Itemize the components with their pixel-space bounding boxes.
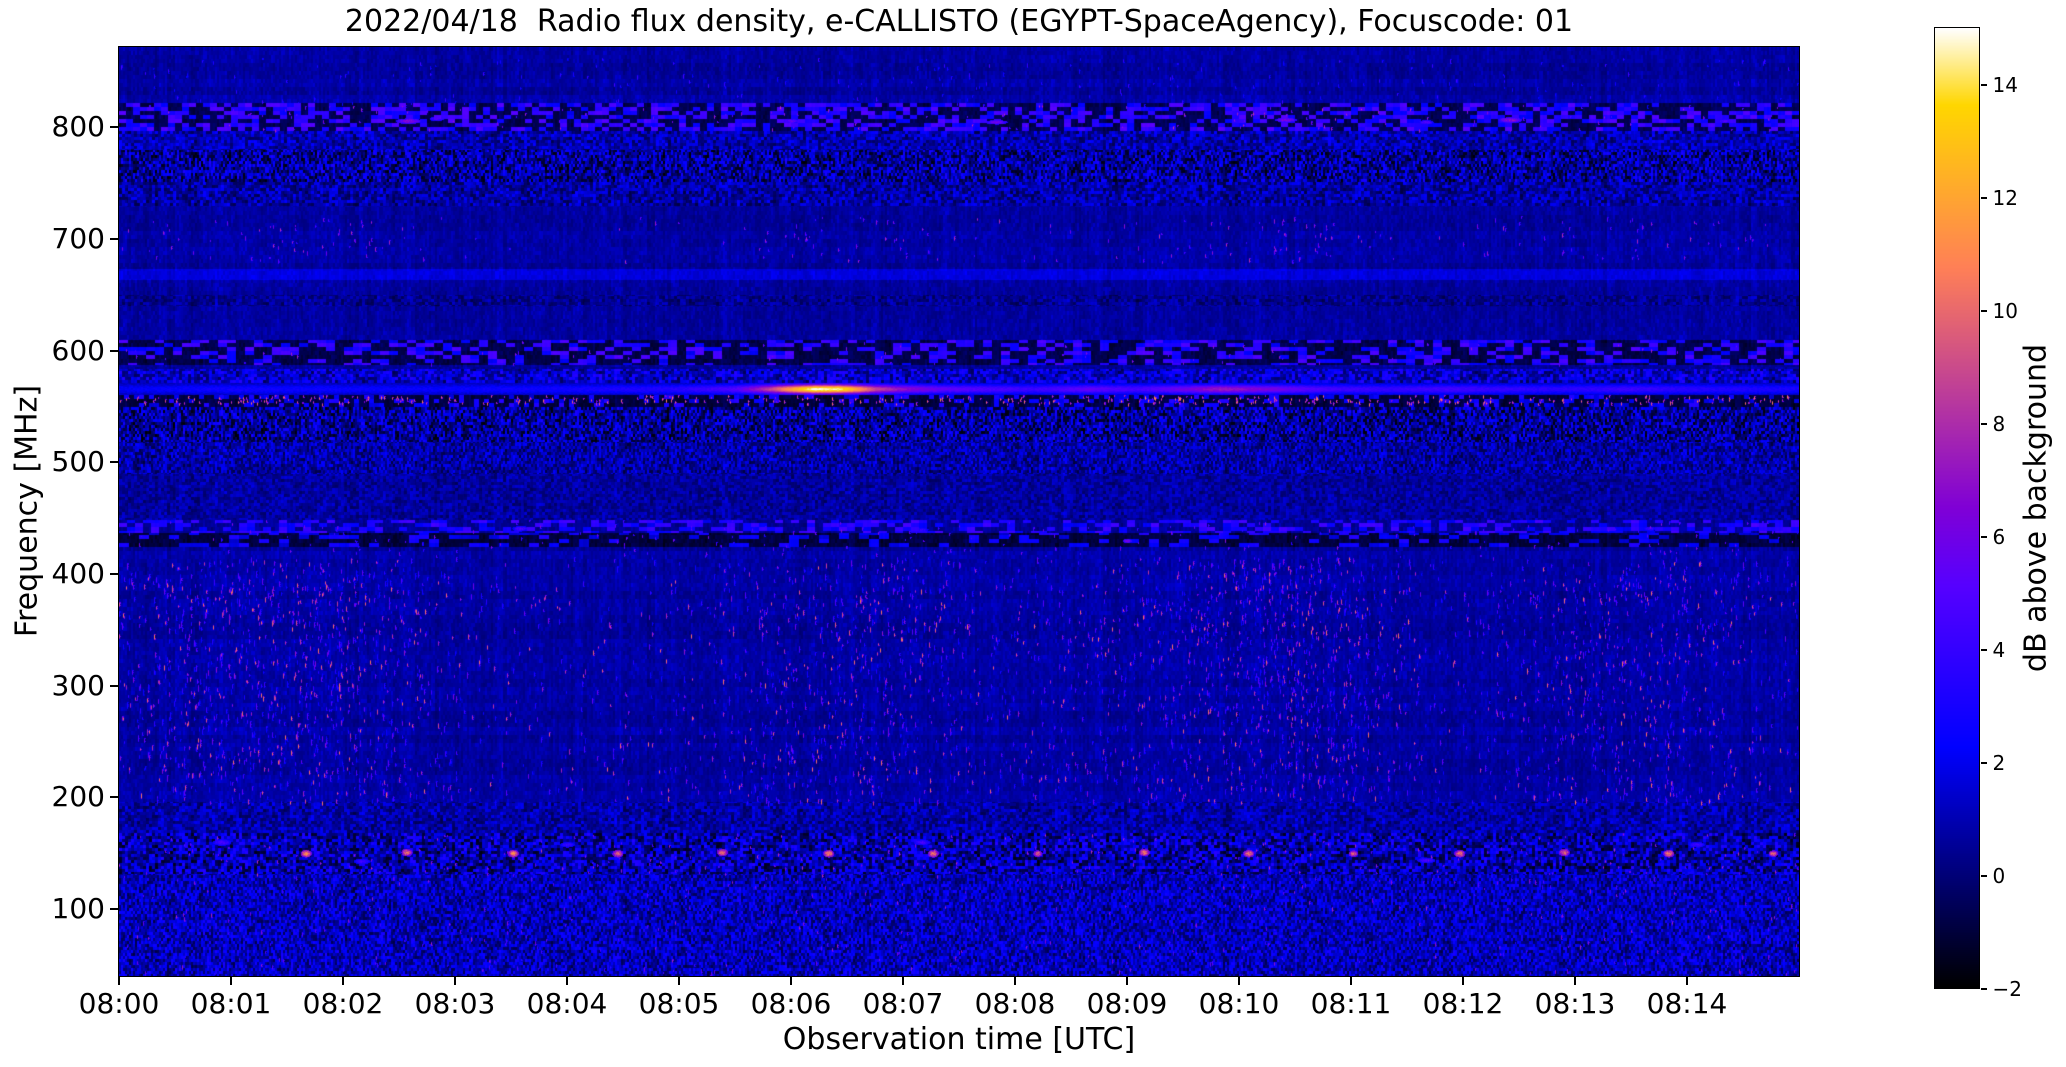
colorbar-tick (1981, 83, 1987, 86)
x-tick (1350, 977, 1352, 985)
x-tick-label: 08:00 (78, 987, 160, 1020)
x-tick (342, 977, 344, 985)
colorbar-tick-label: 14 (1992, 72, 2018, 97)
x-tick-label: 08:06 (750, 987, 832, 1020)
colorbar-tick (1981, 761, 1987, 764)
x-tick-label: 08:13 (1534, 987, 1616, 1020)
x-tick-label: 08:11 (1310, 987, 1392, 1020)
colorbar-tick-label: 0 (1992, 863, 2006, 888)
colorbar-tick-label: 4 (1992, 637, 2006, 662)
colorbar-label: dB above background (2018, 343, 2054, 673)
y-tick (110, 573, 118, 576)
colorbar-gradient-canvas (1935, 28, 1979, 988)
colorbar-tick (1981, 309, 1987, 312)
y-tick (110, 796, 118, 799)
x-tick (1686, 977, 1688, 985)
y-tick-label: 400 (51, 557, 105, 591)
y-tick-label: 600 (51, 333, 105, 367)
y-tick (110, 126, 118, 129)
y-tick (110, 461, 118, 464)
x-tick-label: 08:12 (1422, 987, 1504, 1020)
colorbar-tick (1981, 987, 1987, 990)
x-axis-label: Observation time [UTC] (782, 1022, 1136, 1057)
x-tick-label: 08:02 (302, 987, 384, 1020)
x-tick-label: 08:14 (1646, 987, 1728, 1020)
x-tick (230, 977, 232, 985)
y-tick (110, 908, 118, 910)
spectrogram-canvas (119, 47, 1799, 976)
x-tick (118, 977, 120, 985)
x-tick-label: 08:03 (414, 987, 496, 1020)
x-tick (790, 977, 792, 985)
y-tick-label: 200 (51, 780, 105, 814)
colorbar-tick-label: 2 (1992, 750, 2006, 775)
y-tick-label: 500 (51, 445, 105, 479)
y-tick (110, 349, 118, 352)
y-tick (110, 238, 118, 241)
x-tick (1238, 977, 1240, 985)
colorbar-tick (1981, 422, 1987, 425)
x-tick-label: 08:01 (190, 987, 272, 1020)
y-tick-label: 300 (51, 668, 105, 702)
colorbar-tick (1981, 648, 1987, 651)
colorbar-tick-label: 6 (1992, 524, 2006, 549)
colorbar-tick-label: 12 (1992, 185, 2018, 210)
x-tick (454, 977, 456, 985)
x-tick-label: 08:04 (526, 987, 608, 1020)
y-tick-label: 700 (51, 222, 105, 256)
x-tick (1126, 977, 1128, 985)
colorbar-tick-label: 8 (1992, 411, 2006, 436)
x-tick (1014, 977, 1016, 985)
x-tick (902, 977, 904, 985)
y-tick-label: 800 (51, 110, 105, 144)
x-tick (1574, 977, 1576, 985)
y-axis-label: Frequency [MHz] (9, 384, 45, 638)
colorbar-tick (1981, 874, 1987, 877)
x-tick (566, 977, 568, 985)
x-tick-label: 08:08 (974, 987, 1056, 1020)
spectrogram-plot-area (118, 46, 1800, 977)
x-tick-label: 08:07 (862, 987, 944, 1020)
colorbar-tick (1981, 535, 1987, 538)
x-tick (678, 977, 680, 985)
x-tick (1462, 977, 1464, 985)
y-tick-label: 100 (51, 892, 105, 925)
colorbar-tick-label: 10 (1992, 298, 2018, 323)
y-tick (110, 684, 118, 687)
colorbar (1934, 27, 1980, 989)
x-tick-label: 08:10 (1198, 987, 1280, 1020)
colorbar-tick (1981, 196, 1987, 199)
x-tick-label: 08:05 (638, 987, 720, 1020)
x-tick-label: 08:09 (1086, 987, 1168, 1020)
colorbar-tick-label: −2 (1992, 976, 2022, 1001)
plot-title: 2022/04/18 Radio flux density, e-CALLIST… (344, 4, 1574, 39)
